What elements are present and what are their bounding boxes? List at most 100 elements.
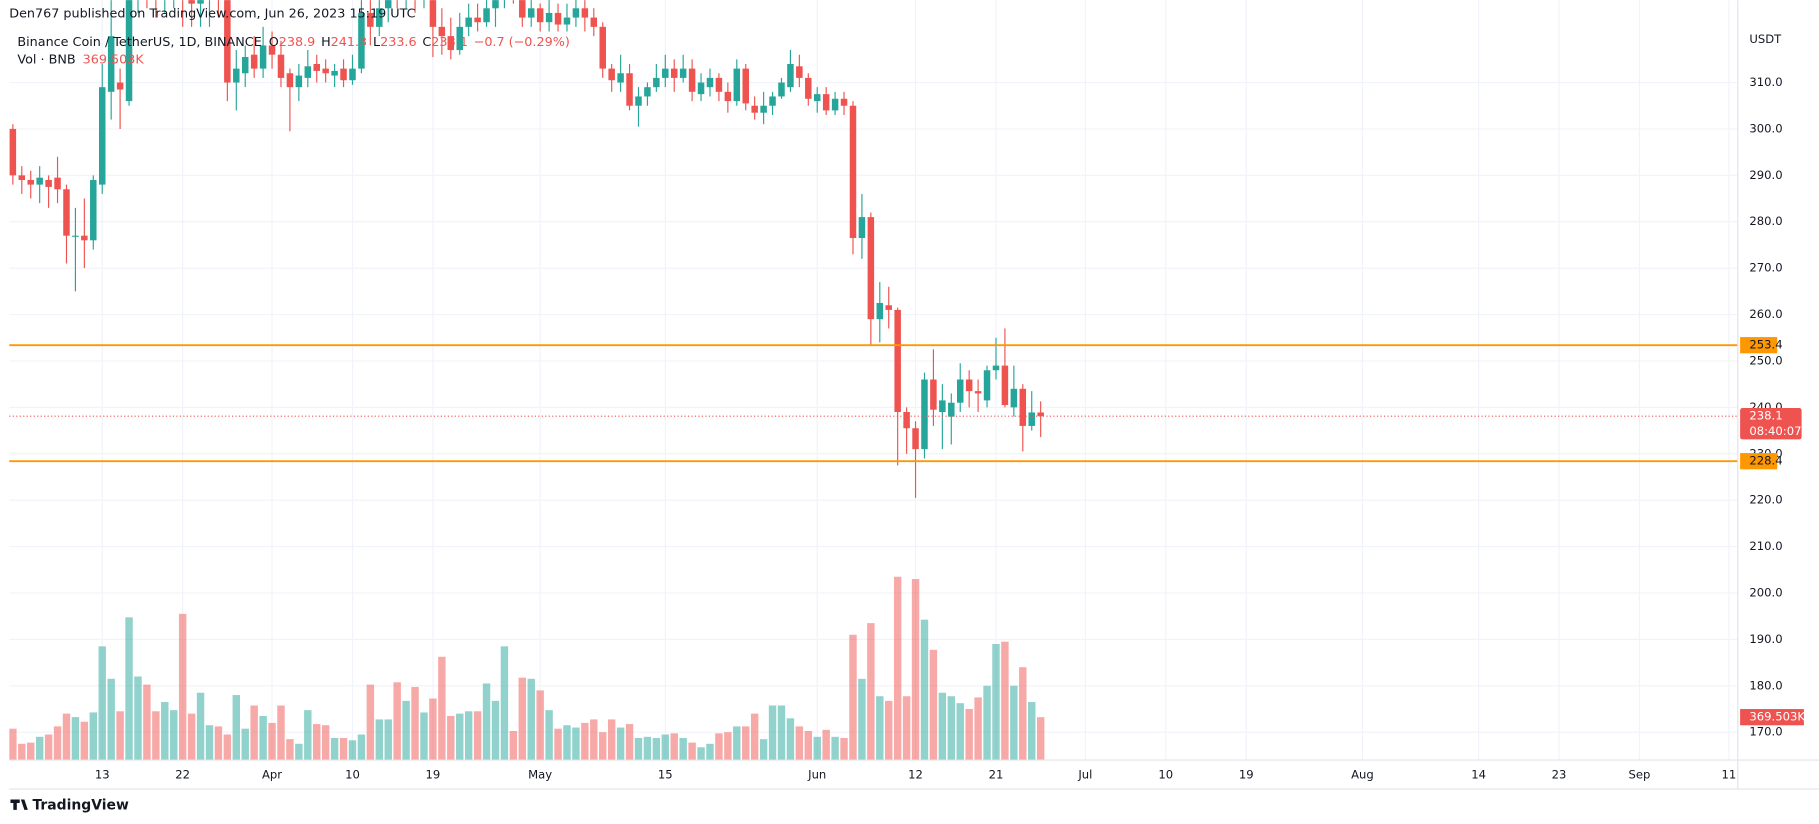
candle-body: [930, 379, 937, 410]
candle-body: [447, 36, 455, 51]
volume-bar: [134, 676, 142, 761]
volume-legend: Vol · BNB 369.503K: [17, 52, 144, 67]
legend-key: L: [373, 34, 381, 49]
volume-bar: [1019, 667, 1027, 761]
volume-bar: [777, 705, 786, 761]
legend-key: C: [422, 34, 431, 49]
volume-bar: [804, 731, 813, 761]
volume-bar: [313, 724, 321, 761]
candle-body: [81, 235, 88, 241]
volume-bar: [563, 725, 571, 761]
candle-body: [474, 17, 481, 23]
y-tick-label: 210.0: [1749, 539, 1782, 553]
volume-bar: [232, 695, 241, 761]
y-tick-label: 170.0: [1749, 725, 1782, 739]
candle-body: [224, 0, 231, 83]
volume-bar: [902, 696, 911, 761]
candle-body: [295, 75, 303, 88]
volume-bar: [885, 700, 893, 761]
candle-body: [250, 54, 258, 69]
volume-bar: [974, 697, 982, 761]
candle-body: [590, 17, 598, 27]
volume-bar: [89, 712, 98, 761]
volume-bar: [277, 705, 285, 761]
last-price-tag: [1740, 408, 1802, 440]
volume-bar: [464, 711, 473, 761]
y-tick-label: 300.0: [1749, 121, 1782, 135]
candle-body: [715, 77, 723, 92]
volume-bar: [116, 711, 124, 761]
volume-bar: [813, 736, 821, 761]
legend-value: 241.3: [331, 34, 368, 49]
candle-body: [563, 17, 571, 25]
volume-bar: [241, 728, 249, 761]
candle-body: [697, 82, 705, 95]
volume-bar: [518, 677, 527, 761]
volume-bar: [178, 613, 187, 761]
volume-bar: [661, 734, 670, 761]
countdown-label: 08:40:07: [1749, 424, 1801, 438]
candle-body: [492, 0, 499, 9]
candle-body: [867, 217, 875, 320]
volume-bar: [259, 715, 267, 761]
volume-bar: [44, 734, 53, 761]
volume-bar: [491, 700, 500, 761]
candle-body: [858, 217, 866, 238]
volume-bar: [384, 719, 392, 761]
volume-bar: [366, 684, 375, 761]
candle-body: [787, 63, 794, 88]
y-tick-label: 180.0: [1749, 678, 1782, 692]
y-tick-label: 290.0: [1749, 168, 1782, 182]
candle-body: [948, 402, 955, 417]
x-tick-label: Jul: [1077, 768, 1092, 782]
candle-body: [617, 73, 624, 83]
candle-body: [778, 82, 785, 97]
y-tick-label: 260.0: [1749, 307, 1782, 321]
candle-body: [635, 96, 642, 106]
volume-bar: [107, 678, 115, 761]
x-tick-label: Sep: [1629, 768, 1651, 782]
y-tick-label: 220.0: [1749, 493, 1782, 507]
level-label: 228.4: [1749, 454, 1782, 468]
candle-body: [536, 8, 544, 23]
candle-body: [188, 0, 195, 4]
candle-body: [233, 68, 240, 83]
volume-bar: [527, 678, 535, 761]
volume-bar: [98, 646, 106, 761]
candle-body: [1028, 412, 1035, 426]
volume-bar: [429, 698, 437, 761]
candle-body: [1019, 388, 1027, 426]
candle-body: [313, 63, 320, 71]
volume-bar: [214, 726, 223, 761]
volume-bar: [402, 700, 410, 761]
volume-bar: [53, 726, 62, 761]
volume-bar: [375, 719, 384, 761]
candle-body: [125, 0, 133, 102]
candle-body: [724, 91, 732, 102]
volume-bar: [348, 740, 357, 761]
volume-bar: [858, 678, 866, 761]
candle-body: [849, 105, 857, 238]
candle-body: [376, 8, 383, 27]
candle-body: [974, 391, 982, 394]
published-note: Den767 published on TradingView.com, Jun…: [9, 7, 415, 22]
volume-tag: [1740, 709, 1804, 726]
candle-body: [483, 8, 490, 23]
x-tick-label: Jun: [807, 768, 826, 782]
y-tick-label: 250.0: [1749, 353, 1782, 367]
candle-body: [805, 77, 812, 99]
candle-body: [465, 17, 472, 27]
volume-bar: [1036, 717, 1045, 761]
symbol-legend: Binance Coin / TetherUS, 1D, BINANCE O238…: [17, 34, 569, 49]
volume-bar: [304, 710, 312, 761]
x-tick-label: 13: [95, 768, 110, 782]
volume-bar: [920, 619, 929, 761]
volume-bar: [634, 737, 643, 761]
volume-bar: [625, 724, 634, 761]
candle-body: [813, 94, 821, 102]
last-price-label: 238.1: [1749, 409, 1782, 423]
volume-bar: [840, 737, 848, 761]
candle-body: [36, 177, 43, 185]
x-tick-label: May: [528, 768, 552, 782]
candle-body: [1010, 388, 1018, 408]
